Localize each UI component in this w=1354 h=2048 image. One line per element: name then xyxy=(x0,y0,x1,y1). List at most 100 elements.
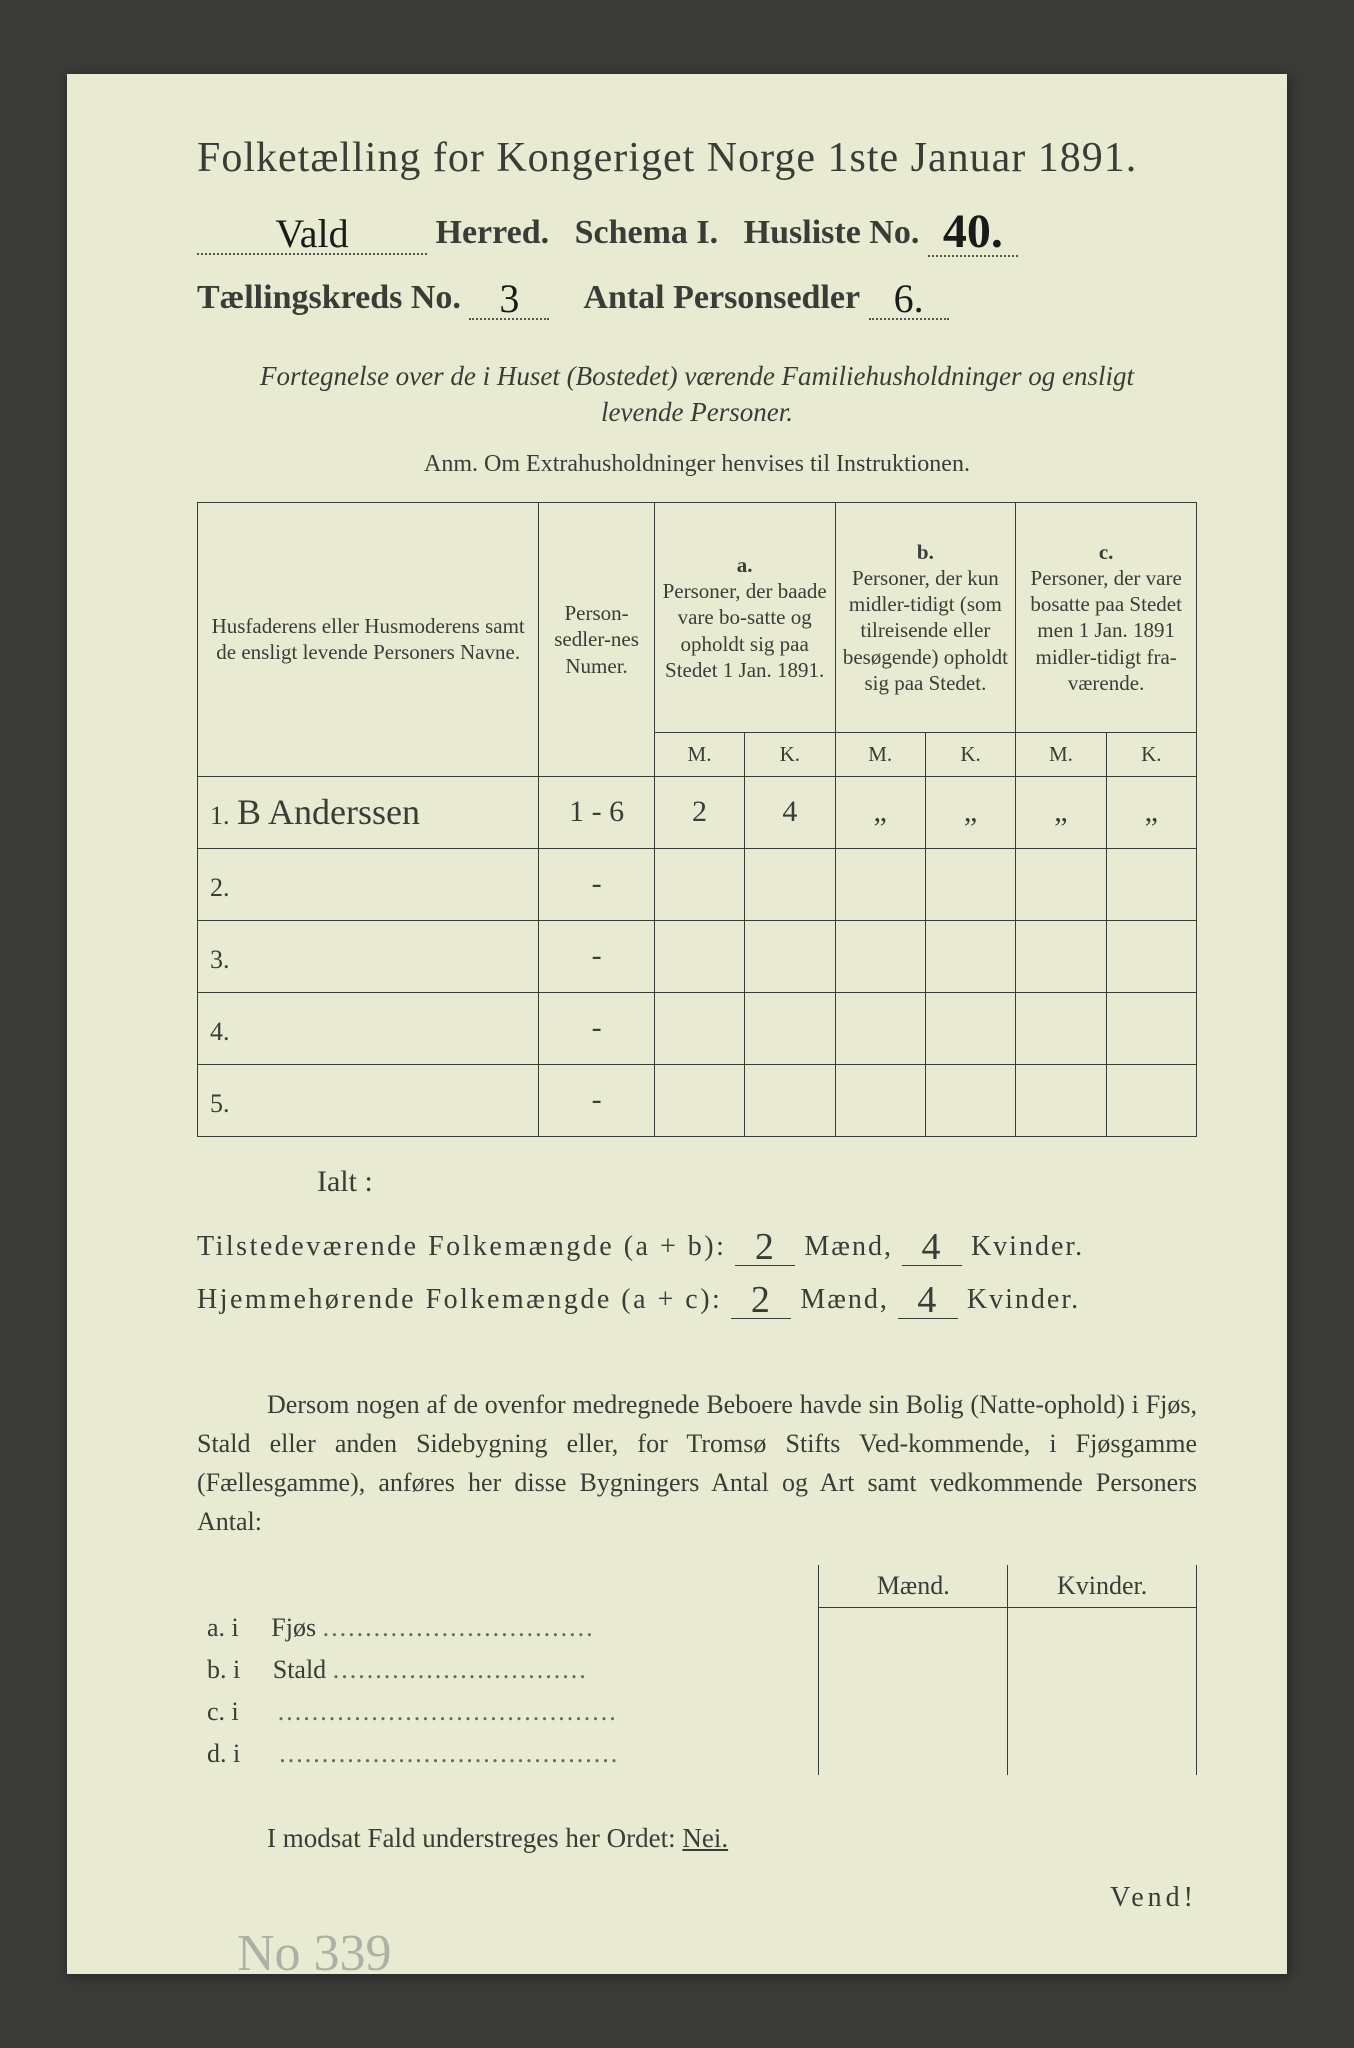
row-bm xyxy=(835,1064,925,1136)
building-label-cell: c. i ...................................… xyxy=(197,1691,819,1733)
row-num: - xyxy=(539,1064,654,1136)
hdr-bm: M. xyxy=(835,732,925,776)
row-bk xyxy=(925,992,1015,1064)
row-ak: 4 xyxy=(745,776,835,848)
hdr-c-label: c. xyxy=(1022,539,1190,565)
row-number: 1. xyxy=(210,801,230,830)
row-bk: „ xyxy=(925,776,1015,848)
row-name-cell: 3. xyxy=(198,920,539,992)
hdr-cm: M. xyxy=(1016,732,1106,776)
building-row: d. i ...................................… xyxy=(197,1733,1197,1775)
building-label-cell: a. i Fjøs ..............................… xyxy=(197,1607,819,1649)
row-number: 2. xyxy=(210,873,230,902)
dotted-line: ................................ xyxy=(323,1613,595,1642)
kreds-value: 3 xyxy=(493,276,525,321)
table-row: 1. B Anderssen1 - 624„„„„ xyxy=(198,776,1197,848)
para-text: Dersom nogen af de ovenfor medregnede Be… xyxy=(197,1390,1197,1536)
row-cm: „ xyxy=(1016,776,1106,848)
table-row: 4. - xyxy=(198,992,1197,1064)
hdr-b-text: Personer, der kun midler-tidigt (som til… xyxy=(842,565,1010,696)
building-k xyxy=(1008,1649,1197,1691)
instructions-paragraph: Dersom nogen af de ovenfor medregnede Be… xyxy=(197,1385,1197,1541)
table-row: 3. - xyxy=(198,920,1197,992)
census-form-page: Folketælling for Kongeriget Norge 1ste J… xyxy=(67,74,1287,1974)
building-m xyxy=(819,1607,1008,1649)
row-number: 4. xyxy=(210,1017,230,1046)
hdr-ck: K. xyxy=(1106,732,1196,776)
row-bk xyxy=(925,1064,1015,1136)
kvinder-label-2: Kvinder. xyxy=(967,1284,1080,1315)
herred-value: Vald xyxy=(269,211,354,256)
footer-number: No 339 xyxy=(237,1924,1197,1983)
nei-word: Nei. xyxy=(682,1823,728,1853)
sum1-label: Tilstedeværende Folkemængde (a + b): xyxy=(197,1231,726,1262)
building-label-cell: d. i ...................................… xyxy=(197,1733,819,1775)
ialt-label: Ialt : xyxy=(317,1165,1197,1199)
building-k xyxy=(1008,1733,1197,1775)
dotted-line: ........................................ xyxy=(278,1697,618,1726)
row-am: 2 xyxy=(654,776,744,848)
building-row: b. i Stald .............................… xyxy=(197,1649,1197,1691)
row-ck xyxy=(1106,920,1196,992)
hdr-a: a. Personer, der baade vare bo-satte og … xyxy=(654,502,835,732)
mk-kvinder: Kvinder. xyxy=(1008,1565,1197,1608)
mk-maend: Mænd. xyxy=(819,1565,1008,1608)
kreds-line: Tællingskreds No. 3 Antal Personsedler 6… xyxy=(197,271,1197,320)
row-num: 1 - 6 xyxy=(539,776,654,848)
hdr-am: M. xyxy=(654,732,744,776)
row-ck: „ xyxy=(1106,776,1196,848)
form-title: Folketælling for Kongeriget Norge 1ste J… xyxy=(197,134,1197,182)
building-label-cell: b. i Stald .............................… xyxy=(197,1649,819,1691)
hdr-ak: K. xyxy=(745,732,835,776)
row-name-cell: 1. B Anderssen xyxy=(198,776,539,848)
building-label: c. i xyxy=(207,1697,239,1726)
row-cm xyxy=(1016,992,1106,1064)
row-name-cell: 5. xyxy=(198,1064,539,1136)
row-bm xyxy=(835,992,925,1064)
hdr-bk: K. xyxy=(925,732,1015,776)
building-k xyxy=(1008,1607,1197,1649)
building-m xyxy=(819,1649,1008,1691)
building-label: b. i xyxy=(207,1655,240,1684)
hdr-b-label: b. xyxy=(842,539,1010,565)
row-am xyxy=(654,920,744,992)
row-num: - xyxy=(539,920,654,992)
hdr-name: Husfaderens eller Husmoderens samt de en… xyxy=(198,502,539,776)
row-ck xyxy=(1106,1064,1196,1136)
building-name: Fjøs xyxy=(271,1613,316,1642)
row-ak xyxy=(745,992,835,1064)
row-num: - xyxy=(539,848,654,920)
row-cm xyxy=(1016,848,1106,920)
summary-line-1: Tilstedeværende Folkemængde (a + b): 2 M… xyxy=(197,1221,1197,1266)
row-num: - xyxy=(539,992,654,1064)
kreds-label: Tællingskreds No. xyxy=(197,279,461,316)
building-row: c. i ...................................… xyxy=(197,1691,1197,1733)
building-label: d. i xyxy=(207,1739,240,1768)
husliste-value: 40. xyxy=(943,205,1003,258)
row-ck xyxy=(1106,992,1196,1064)
sum1-k: 4 xyxy=(921,1226,942,1268)
dotted-line: ........................................ xyxy=(279,1739,619,1768)
dotted-line: .............................. xyxy=(333,1655,588,1684)
building-m xyxy=(819,1733,1008,1775)
building-name: Stald xyxy=(273,1655,326,1684)
schema-label: Schema I. xyxy=(575,214,719,251)
row-bm xyxy=(835,920,925,992)
hdr-c-text: Personer, der vare bosatte paa Stedet me… xyxy=(1022,565,1190,696)
sum2-m: 2 xyxy=(751,1279,772,1321)
row-bk xyxy=(925,920,1015,992)
row-ak xyxy=(745,920,835,992)
building-m xyxy=(819,1691,1008,1733)
row-am xyxy=(654,992,744,1064)
row-cm xyxy=(1016,920,1106,992)
summary-line-2: Hjemmehørende Folkemængde (a + c): 2 Mæn… xyxy=(197,1274,1197,1319)
sum2-k: 4 xyxy=(917,1279,938,1321)
table-row: 5. - xyxy=(198,1064,1197,1136)
vend-label: Vend! xyxy=(1110,1882,1197,1914)
row-bm: „ xyxy=(835,776,925,848)
row-name-cell: 4. xyxy=(198,992,539,1064)
row-name: B Anderssen xyxy=(237,792,420,832)
building-table: Mænd. Kvinder. a. i Fjøs ...............… xyxy=(197,1565,1197,1776)
maend-label: Mænd, xyxy=(804,1231,893,1262)
hdr-a-label: a. xyxy=(661,552,829,578)
